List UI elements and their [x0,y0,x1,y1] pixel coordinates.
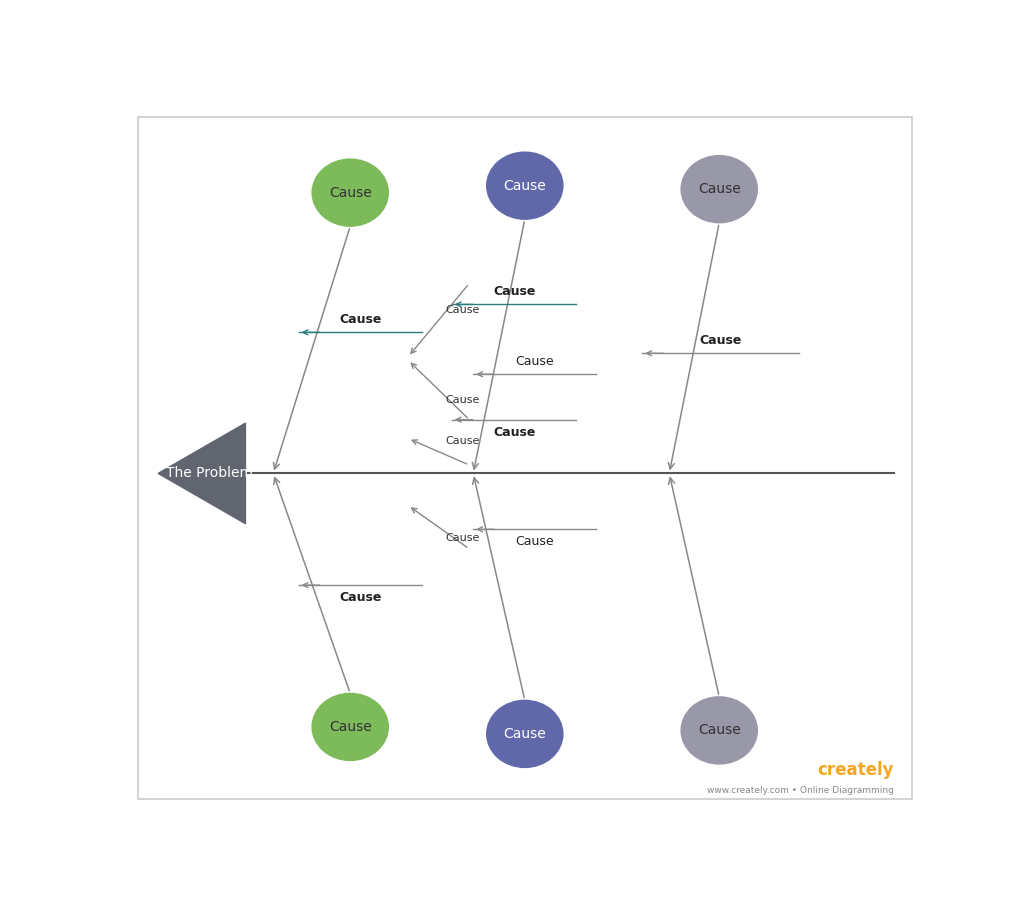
Circle shape [312,159,388,226]
Text: Cause: Cause [504,179,546,192]
Text: Cause: Cause [339,591,381,604]
Text: www.creately.com • Online Diagramming: www.creately.com • Online Diagramming [707,785,894,795]
Text: Cause: Cause [698,724,740,737]
Text: Cause: Cause [515,356,554,368]
Text: Cause: Cause [504,727,546,741]
Circle shape [681,697,758,764]
Circle shape [681,156,758,223]
Text: Cause: Cause [699,334,741,347]
Text: The Problem: The Problem [166,466,253,481]
Text: Cause: Cause [698,182,740,196]
Text: creately: creately [817,761,894,779]
Text: Cause: Cause [515,535,554,549]
Text: Cause: Cause [445,395,479,405]
Polygon shape [158,423,246,523]
Text: Cause: Cause [445,436,479,446]
Text: Cause: Cause [493,425,536,439]
Text: Cause: Cause [329,720,372,734]
Circle shape [486,700,563,767]
Text: Cause: Cause [493,286,536,298]
Text: Cause: Cause [445,532,479,542]
Text: Cause: Cause [329,186,372,200]
Text: Cause: Cause [445,305,479,315]
Circle shape [312,693,388,760]
Text: Cause: Cause [339,313,381,327]
Circle shape [486,152,563,219]
